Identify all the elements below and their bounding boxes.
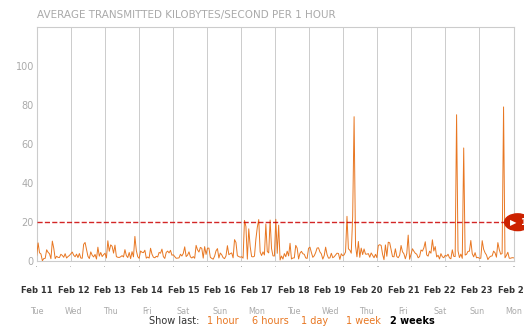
Text: Feb 12: Feb 12 [58,286,89,295]
Text: 2 weeks: 2 weeks [390,316,435,326]
Text: Feb 14: Feb 14 [131,286,162,295]
Text: 1 week: 1 week [346,316,381,326]
Text: Sun: Sun [213,307,227,316]
Text: Thu: Thu [359,307,374,316]
Text: Tue: Tue [287,307,300,316]
Text: Sat: Sat [433,307,447,316]
Text: 1 day: 1 day [301,316,329,326]
Text: Wed: Wed [321,307,339,316]
Text: 1 hour: 1 hour [207,316,238,326]
Text: Thu: Thu [103,307,117,316]
Text: Feb 16: Feb 16 [204,286,236,295]
Text: Feb 18: Feb 18 [278,286,309,295]
Text: ▶: ▶ [510,218,517,227]
Text: Mon: Mon [505,307,522,316]
Text: 1: 1 [520,218,524,227]
Text: Feb 11: Feb 11 [21,286,52,295]
Text: Feb 24: Feb 24 [498,286,524,295]
Text: Feb 13: Feb 13 [94,286,126,295]
Text: Show last:: Show last: [149,316,199,326]
Text: Fri: Fri [399,307,408,316]
Text: 6 hours: 6 hours [252,316,288,326]
Text: AVERAGE TRANSMITTED KILOBYTES/SECOND PER 1 HOUR: AVERAGE TRANSMITTED KILOBYTES/SECOND PER… [37,10,335,20]
Text: Feb 21: Feb 21 [388,286,419,295]
Text: Feb 22: Feb 22 [424,286,456,295]
Text: Wed: Wed [64,307,82,316]
Text: Feb 20: Feb 20 [351,286,383,295]
Text: Sun: Sun [470,307,484,316]
Text: Fri: Fri [142,307,151,316]
Text: Feb 17: Feb 17 [241,286,272,295]
Text: Feb 19: Feb 19 [314,286,346,295]
Text: Feb 23: Feb 23 [461,286,493,295]
Text: Feb 15: Feb 15 [168,286,199,295]
Text: Tue: Tue [30,307,43,316]
Text: Mon: Mon [248,307,265,316]
Text: Sat: Sat [177,307,190,316]
